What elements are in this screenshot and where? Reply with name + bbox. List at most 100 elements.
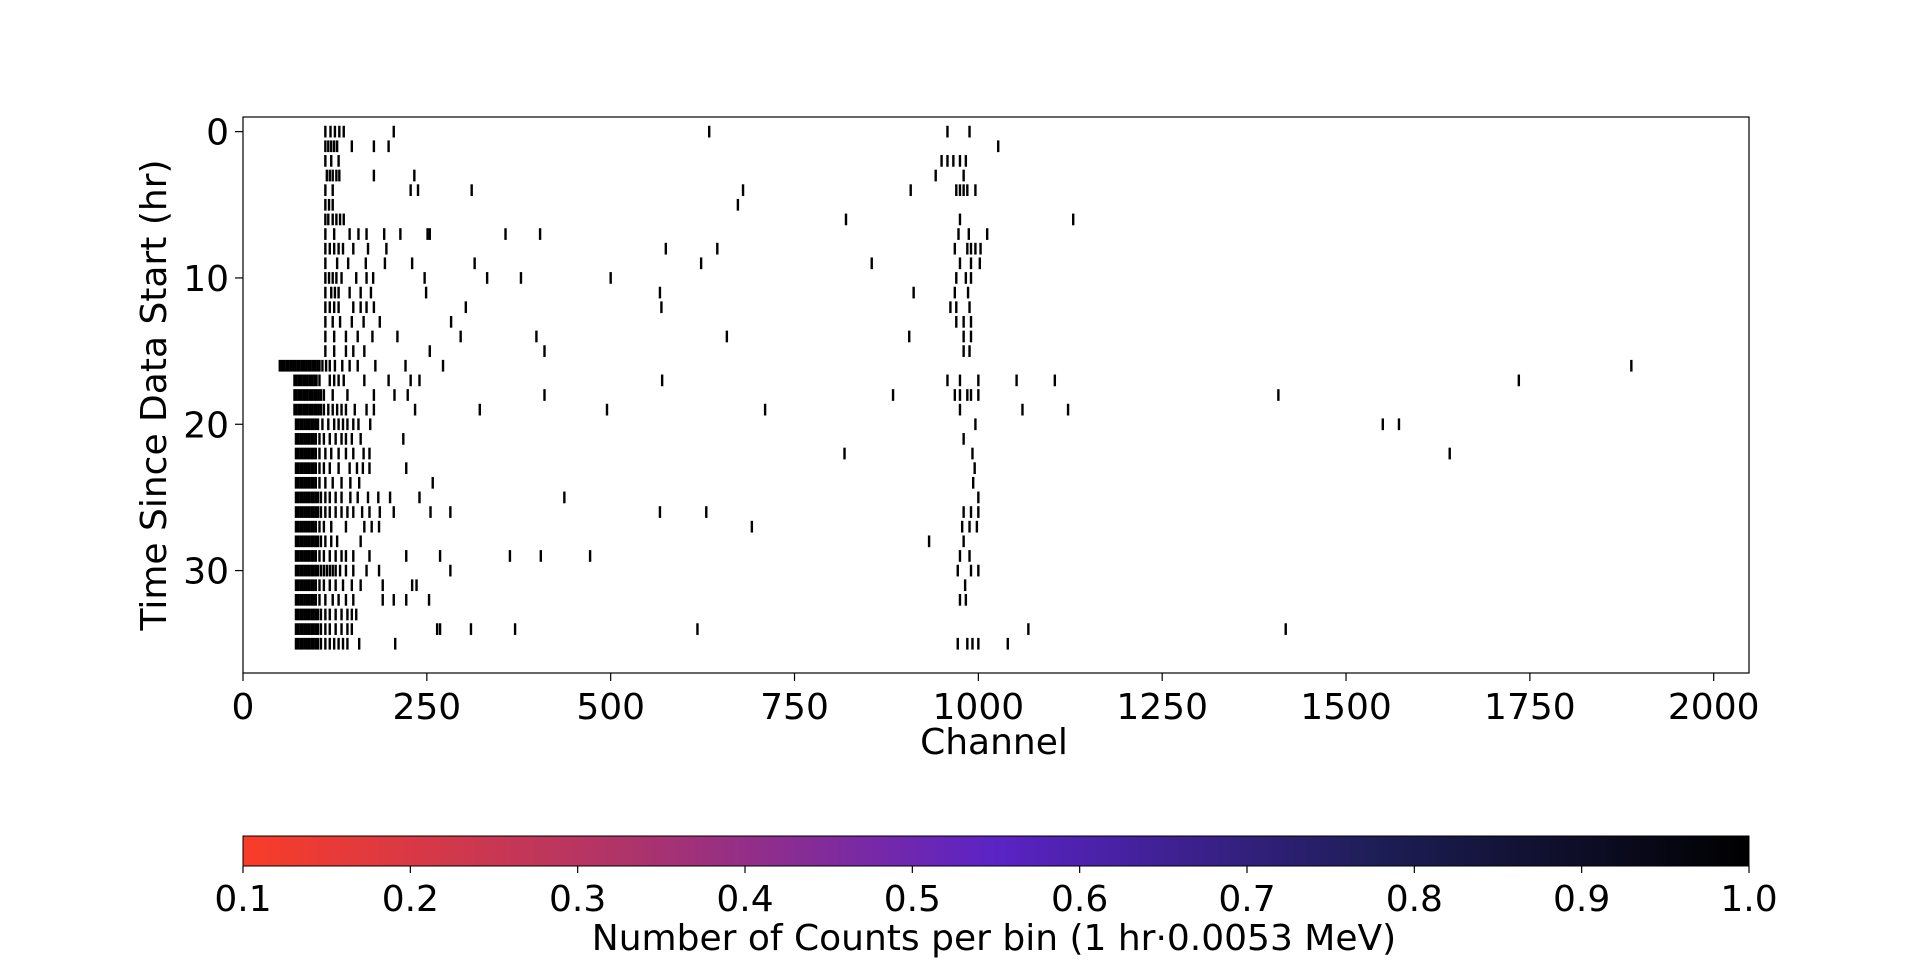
count-mark (378, 506, 381, 518)
count-mark (298, 359, 301, 372)
count-mark (413, 169, 416, 182)
count-mark (946, 125, 949, 138)
count-mark (519, 272, 523, 284)
count-mark (1397, 418, 1401, 431)
count-mark (335, 213, 338, 226)
count-mark (348, 462, 351, 475)
count-mark (314, 535, 317, 548)
count-mark (372, 169, 376, 182)
count-mark (372, 301, 376, 314)
count-mark (305, 433, 309, 445)
count-mark (431, 476, 434, 489)
count-mark (296, 535, 300, 548)
colorbar-tick-label: 0.3 (549, 879, 606, 920)
count-mark (362, 447, 365, 460)
count-mark (356, 491, 359, 504)
count-mark (312, 535, 315, 548)
count-mark (543, 389, 546, 401)
count-mark (328, 433, 331, 445)
count-mark (363, 520, 366, 533)
count-mark (891, 389, 895, 401)
count-mark (301, 593, 304, 606)
count-mark (301, 418, 304, 431)
count-mark (1006, 637, 1009, 650)
count-mark (337, 374, 340, 387)
count-mark (319, 491, 323, 504)
count-mark (324, 228, 327, 240)
count-mark (340, 608, 343, 621)
count-mark (324, 155, 327, 167)
count-mark (301, 491, 304, 504)
count-mark (696, 623, 699, 635)
count-mark (301, 623, 304, 635)
count-mark (299, 476, 302, 489)
count-mark (1517, 374, 1521, 387)
colorbar-tick-label: 0.6 (1051, 879, 1108, 920)
count-mark (344, 520, 348, 533)
count-mark (329, 125, 332, 138)
count-mark (296, 550, 300, 562)
count-mark (310, 506, 313, 518)
count-mark (299, 623, 302, 635)
count-mark (299, 564, 302, 577)
count-mark (310, 447, 313, 460)
count-mark (303, 462, 306, 475)
colorbar (242, 835, 1750, 867)
count-mark (399, 228, 402, 240)
count-mark (664, 242, 668, 255)
count-mark (716, 242, 719, 255)
count-mark (325, 564, 329, 577)
count-mark (368, 462, 371, 475)
count-mark (321, 359, 324, 372)
count-mark (958, 213, 962, 226)
count-mark (317, 403, 320, 416)
count-mark (355, 462, 359, 475)
count-mark (344, 330, 348, 343)
count-mark (313, 359, 317, 372)
count-mark (352, 301, 355, 314)
x-tick-label: 750 (760, 687, 829, 728)
count-mark (315, 403, 318, 416)
count-mark (324, 301, 327, 314)
count-mark (340, 506, 343, 518)
count-mark (285, 359, 288, 372)
count-mark (359, 433, 362, 445)
count-mark (310, 374, 314, 387)
count-mark (741, 184, 745, 197)
count-mark (303, 579, 306, 592)
count-mark (946, 374, 949, 387)
count-mark (334, 623, 337, 635)
count-mark (449, 506, 452, 518)
count-mark (438, 623, 442, 635)
count-mark (307, 579, 311, 592)
count-mark (349, 476, 352, 489)
count-mark (314, 462, 317, 475)
count-mark (307, 506, 311, 518)
count-mark (318, 476, 321, 489)
count-mark (352, 550, 355, 562)
count-mark (350, 579, 354, 592)
count-mark (449, 564, 452, 577)
count-mark (658, 286, 662, 299)
count-mark (393, 389, 396, 401)
count-mark (977, 491, 980, 504)
count-mark (340, 403, 343, 416)
count-mark (337, 447, 340, 460)
count-mark (301, 608, 304, 621)
count-mark (327, 198, 331, 211)
count-mark (296, 623, 300, 635)
count-mark (977, 506, 980, 518)
count-mark (330, 447, 333, 460)
count-mark (346, 257, 350, 270)
count-mark (409, 184, 412, 197)
count-mark (324, 623, 327, 635)
count-mark (361, 462, 365, 475)
count-mark (388, 491, 392, 504)
count-mark (957, 228, 960, 240)
count-mark (294, 550, 298, 562)
count-mark (365, 403, 368, 416)
count-mark (960, 520, 964, 533)
count-mark (314, 447, 317, 460)
count-mark (952, 155, 955, 167)
count-mark (299, 637, 302, 650)
